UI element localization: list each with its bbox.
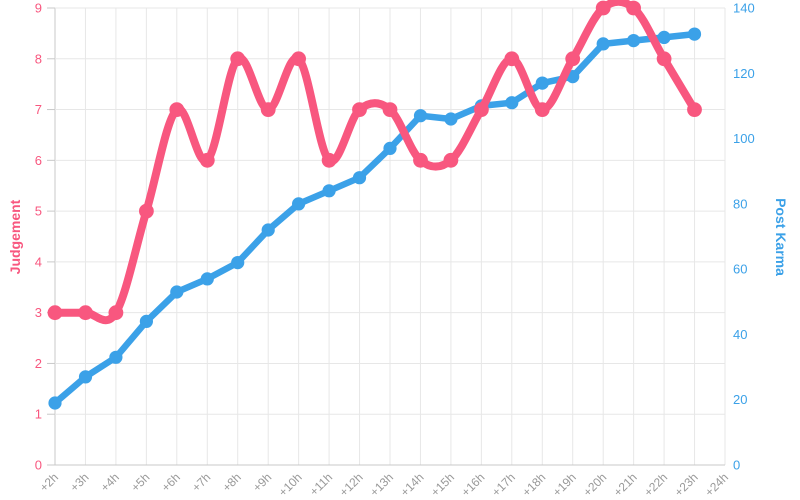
right-axis-tick-label: 60 xyxy=(733,262,747,277)
karma-point[interactable] xyxy=(109,350,123,364)
judgement-point[interactable] xyxy=(413,152,428,168)
vertical-gridlines xyxy=(54,8,726,465)
judgement-point[interactable] xyxy=(199,152,215,168)
judgement-point[interactable] xyxy=(321,152,337,168)
judgement-point[interactable] xyxy=(260,102,276,117)
karma-point[interactable] xyxy=(596,37,610,51)
karma-point[interactable] xyxy=(505,96,519,110)
left-axis-tick-label: 5 xyxy=(35,204,42,219)
right-axis-tick-label: 100 xyxy=(733,131,755,146)
karma-point[interactable] xyxy=(48,396,62,410)
x-axis-label: +12h xyxy=(337,470,366,499)
left-axis-tick-labels: 0 1 2 3 4 5 6 7 8 9 xyxy=(35,1,42,473)
left-axis-ticks xyxy=(47,7,55,466)
x-axis-label: +21h xyxy=(611,470,640,499)
x-axis-label: +2h xyxy=(37,470,61,494)
karma-point[interactable] xyxy=(352,171,367,185)
left-axis-tick-label: 1 xyxy=(35,407,42,422)
left-axis-tick-label: 9 xyxy=(35,1,42,16)
x-axis-label: +5h xyxy=(128,470,152,494)
left-axis-tick-label: 8 xyxy=(35,51,42,66)
judgement-point[interactable] xyxy=(382,102,398,117)
x-axis-label: +4h xyxy=(98,470,122,494)
karma-point[interactable] xyxy=(322,184,336,198)
judgement-point[interactable] xyxy=(687,102,702,117)
karma-point[interactable] xyxy=(627,34,641,48)
judgement-point[interactable] xyxy=(534,102,550,117)
post-karma-series xyxy=(48,27,702,410)
x-axis-label: +13h xyxy=(367,470,396,499)
x-axis-label: +15h xyxy=(428,470,457,499)
left-axis-tick-label: 2 xyxy=(35,356,42,371)
judgement-point[interactable] xyxy=(626,0,641,16)
right-axis-tick-label: 0 xyxy=(733,458,740,473)
judgement-point[interactable] xyxy=(47,305,63,321)
right-axis-tick-labels: 0 20 40 60 80 100 120 140 xyxy=(733,1,755,473)
x-axis-label: +11h xyxy=(307,470,335,498)
karma-line xyxy=(51,30,698,407)
x-axis-label: +19h xyxy=(550,470,579,499)
left-axis-tick-label: 7 xyxy=(35,102,42,117)
judgement-point[interactable] xyxy=(230,51,246,67)
x-axis-label: +20h xyxy=(580,470,609,499)
judgement-point[interactable] xyxy=(443,152,459,168)
x-axis-label: +17h xyxy=(489,470,518,499)
judgement-point[interactable] xyxy=(291,51,306,67)
karma-point[interactable] xyxy=(261,223,275,237)
right-axis-tick-label: 40 xyxy=(733,327,747,342)
judgement-point[interactable] xyxy=(565,51,581,67)
karma-point[interactable] xyxy=(78,370,93,384)
x-axis-label: +7h xyxy=(189,470,213,494)
x-axis-label: +9h xyxy=(250,470,274,494)
left-axis-tick-label: 0 xyxy=(35,458,42,473)
judgement-point[interactable] xyxy=(108,305,124,321)
judgement-point[interactable] xyxy=(169,102,185,117)
left-axis-tick-label: 6 xyxy=(35,153,42,168)
judgement-point[interactable] xyxy=(139,203,154,219)
karma-point[interactable] xyxy=(383,141,397,155)
x-axis-label: +10h xyxy=(276,470,305,499)
karma-point[interactable] xyxy=(413,109,428,123)
x-axis-label: +14h xyxy=(398,470,427,499)
karma-point[interactable] xyxy=(139,314,153,328)
right-axis-tick-label: 80 xyxy=(733,196,747,211)
karma-point[interactable] xyxy=(200,272,214,286)
x-axis-label: +8h xyxy=(220,470,244,494)
right-axis-tick-label: 120 xyxy=(733,66,755,81)
x-axis-label: +6h xyxy=(159,470,183,494)
karma-point[interactable] xyxy=(231,256,245,270)
karma-point[interactable] xyxy=(687,27,702,41)
x-axis-label: +23h xyxy=(672,470,701,499)
x-axis-label: +24h xyxy=(702,470,731,499)
x-axis-label: +18h xyxy=(519,470,548,499)
left-axis-tick-label: 3 xyxy=(35,305,42,320)
karma-point[interactable] xyxy=(535,76,549,90)
judgement-point[interactable] xyxy=(352,102,367,117)
x-axis-label: +16h xyxy=(458,470,487,499)
x-axis-label: +22h xyxy=(641,470,670,499)
judgement-point[interactable] xyxy=(78,305,93,321)
right-axis-tick-label: 20 xyxy=(733,392,747,407)
judgement-point[interactable] xyxy=(474,102,489,117)
x-axis-labels: +2h +3h +4h +5h +6h +7h +8h +9h +10h +11h +12h +13h… xyxy=(37,470,731,499)
left-axis-tick-label: 4 xyxy=(35,254,42,269)
right-axis-tick-label: 140 xyxy=(733,1,755,16)
judgement-series xyxy=(47,0,702,325)
karma-point[interactable] xyxy=(292,197,306,211)
x-axis-label: +3h xyxy=(67,470,91,494)
karma-point[interactable] xyxy=(444,112,458,126)
karma-point[interactable] xyxy=(170,285,184,299)
karma-point[interactable] xyxy=(657,30,671,44)
judgement-point[interactable] xyxy=(504,51,520,67)
judgement-point[interactable] xyxy=(656,51,672,67)
judgement-point[interactable] xyxy=(595,0,611,16)
